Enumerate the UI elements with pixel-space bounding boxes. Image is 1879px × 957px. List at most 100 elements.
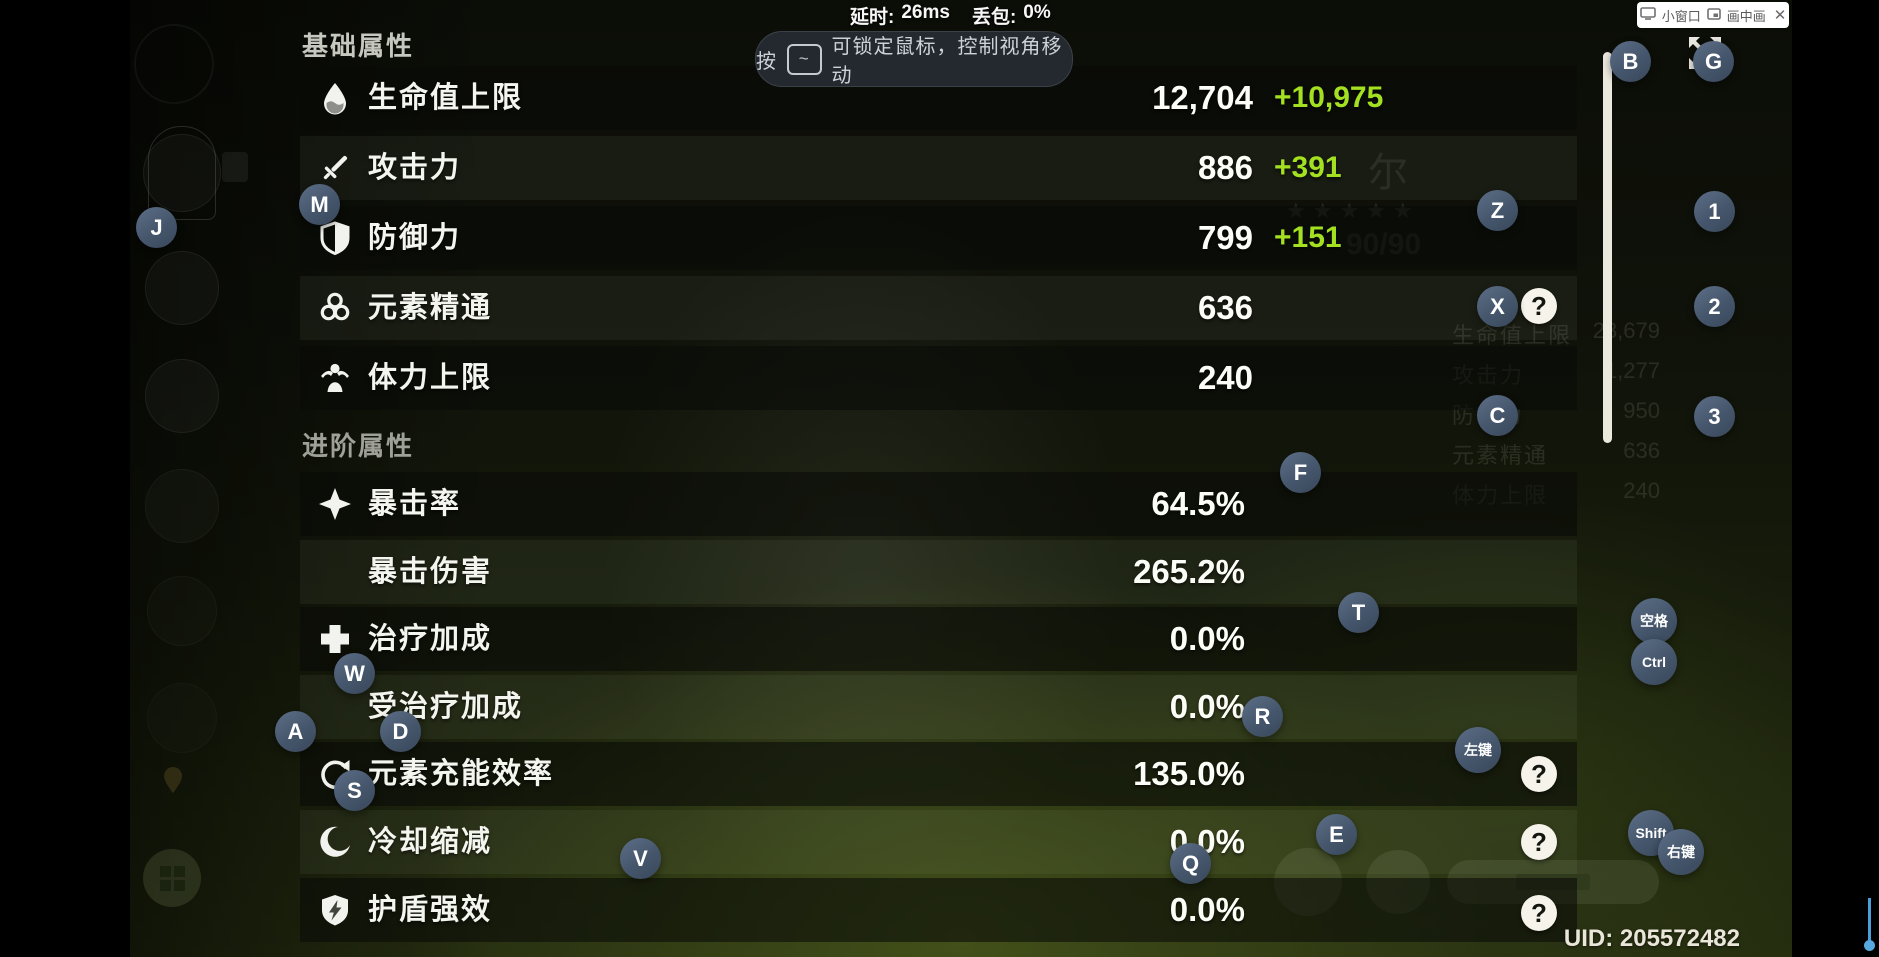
stat-bonus: +10,975 <box>1274 81 1384 114</box>
key-badge-left-click[interactable]: 左键 <box>1455 727 1501 773</box>
grid-icon <box>159 865 185 891</box>
stat-bonus: +391 <box>1274 151 1342 184</box>
party-portrait[interactable] <box>147 576 217 646</box>
map-pin-icon <box>162 766 184 799</box>
latency-label: 延时: <box>850 7 895 28</box>
key-badge-f[interactable]: F <box>1280 452 1321 493</box>
stat-bonus: +151 <box>1274 221 1342 254</box>
tooltip-prefix: 按 <box>756 50 777 73</box>
em-icon <box>316 289 354 327</box>
key-badge-ctrl[interactable]: Ctrl <box>1631 639 1677 685</box>
stat-row-atk: 攻击力 886 +391 <box>300 136 1577 200</box>
network-status: 延时: 26ms 丢包: 0% <box>850 2 1051 29</box>
latency-value: 26ms <box>901 2 950 23</box>
stat-value: 886 <box>1197 149 1253 186</box>
base-attributes-header: 基础属性 <box>302 31 415 61</box>
stream-window-bar: 小窗口 画中画 ✕ <box>1637 2 1789 28</box>
key-badge-c[interactable]: C <box>1477 395 1518 436</box>
key-badge-right-click[interactable]: 右键 <box>1658 829 1704 875</box>
key-badge-r[interactable]: R <box>1242 696 1283 737</box>
key-badge-a[interactable]: A <box>275 711 316 752</box>
ghost-emblem-ring <box>134 24 214 104</box>
stat-value: 0.0% <box>1169 891 1245 928</box>
help-icon-elemental-mastery[interactable]: ? <box>1521 288 1557 324</box>
party-portrait[interactable] <box>143 134 221 212</box>
stat-row-max-stamina: 体力上限 240 <box>300 346 1577 410</box>
stat-row-crit-dmg: 暴击伤害 265.2% <box>300 540 1577 604</box>
panel-scrollbar[interactable] <box>1603 52 1612 443</box>
stat-label: 防御力 <box>368 222 462 254</box>
stat-row-cd-reduction: 冷却缩减 0.0% <box>300 810 1577 874</box>
small-window-button[interactable]: 小窗口 <box>1661 8 1701 24</box>
key-badge-space[interactable]: 空格 <box>1631 598 1677 644</box>
key-badge-2[interactable]: 2 <box>1694 286 1735 327</box>
def-icon <box>316 219 354 257</box>
key-badge-z[interactable]: Z <box>1477 190 1518 231</box>
stat-value: 799 <box>1197 219 1253 256</box>
key-badge-m[interactable]: M <box>299 184 340 225</box>
party-portrait[interactable] <box>147 683 217 753</box>
key-badge-1[interactable]: 1 <box>1694 191 1735 232</box>
help-icon-energy-recharge[interactable]: ? <box>1521 756 1557 792</box>
advanced-attributes-header: 进阶属性 <box>302 431 415 461</box>
stat-row-shield-strength: 护盾强效 0.0% <box>300 878 1577 942</box>
stat-value: 12,704 <box>1152 79 1253 116</box>
crit-rate-icon <box>316 485 354 523</box>
key-badge-g[interactable]: G <box>1693 41 1734 82</box>
cd-icon <box>316 823 354 861</box>
close-icon[interactable]: ✕ <box>1773 7 1787 24</box>
ghost-stat-label: 生命值上限 <box>1452 323 1573 348</box>
healing-icon <box>316 620 354 658</box>
key-badge-s[interactable]: S <box>334 770 375 811</box>
key-badge-t[interactable]: T <box>1338 592 1379 633</box>
mouse-lock-tooltip: 按 ~ 可锁定鼠标，控制视角移动 <box>755 31 1073 87</box>
ghost-character-name: 尔 <box>1368 151 1408 195</box>
party-portrait[interactable] <box>145 251 219 325</box>
key-badge-3[interactable]: 3 <box>1694 396 1735 437</box>
stat-row-incoming-healing-bonus: 受治疗加成 0.0% <box>300 675 1577 739</box>
viewer-scrollbar-thumb[interactable] <box>1864 940 1875 951</box>
stat-label: 暴击率 <box>368 488 462 520</box>
key-badge-x[interactable]: X <box>1477 286 1518 327</box>
key-badge-e[interactable]: E <box>1316 814 1357 855</box>
party-setup-button[interactable] <box>143 849 201 907</box>
shield-strength-icon <box>316 891 354 929</box>
stat-value: 135.0% <box>1133 755 1245 792</box>
packet-loss-value: 0% <box>1023 2 1051 23</box>
key-badge-b[interactable]: B <box>1610 41 1651 82</box>
stat-label: 体力上限 <box>368 362 493 394</box>
key-badge-d[interactable]: D <box>380 711 421 752</box>
stat-row-max-hp: 生命值上限 12,704 +10,975 <box>300 66 1577 130</box>
viewer-scrollbar[interactable] <box>1868 898 1871 944</box>
pip-button[interactable]: 画中画 <box>1726 8 1766 24</box>
help-icon-shield-strength[interactable]: ? <box>1521 895 1557 931</box>
stat-label: 暴击伤害 <box>368 556 493 588</box>
stat-label: 攻击力 <box>368 152 462 184</box>
key-badge-v[interactable]: V <box>620 838 661 879</box>
stat-row-def: 防御力 799 +151 <box>300 206 1577 270</box>
stat-row-elemental-mastery: 元素精通 636 <box>300 276 1577 340</box>
stat-label: 治疗加成 <box>368 623 493 655</box>
stat-label: 护盾强效 <box>368 894 493 926</box>
uid-label: UID: 205572482 <box>1563 925 1740 952</box>
stat-value: 636 <box>1197 289 1253 326</box>
ghost-stat-value: 950 <box>1623 398 1660 423</box>
ghost-stat-label: 元素精通 <box>1452 443 1549 468</box>
stat-row-energy-recharge: 元素充能效率 135.0% <box>300 742 1577 806</box>
ghost-stat-value: 240 <box>1623 478 1660 503</box>
party-portrait[interactable] <box>145 359 219 433</box>
stat-value: 240 <box>1197 359 1253 396</box>
packet-loss-label: 丢包: <box>971 7 1017 28</box>
stat-value: 0.0% <box>1169 688 1245 725</box>
stat-label: 生命值上限 <box>368 82 524 114</box>
key-badge-j[interactable]: J <box>136 207 177 248</box>
help-icon-cd-reduction[interactable]: ? <box>1521 824 1557 860</box>
key-badge-q[interactable]: Q <box>1170 843 1211 884</box>
stat-value: 0.0% <box>1169 620 1245 657</box>
stat-label: 元素充能效率 <box>368 758 555 790</box>
stat-label: 元素精通 <box>368 292 493 324</box>
party-portrait[interactable] <box>145 469 219 543</box>
tooltip-text: 可锁定鼠标，控制视角移动 <box>831 36 1063 87</box>
key-badge-w[interactable]: W <box>334 653 375 694</box>
